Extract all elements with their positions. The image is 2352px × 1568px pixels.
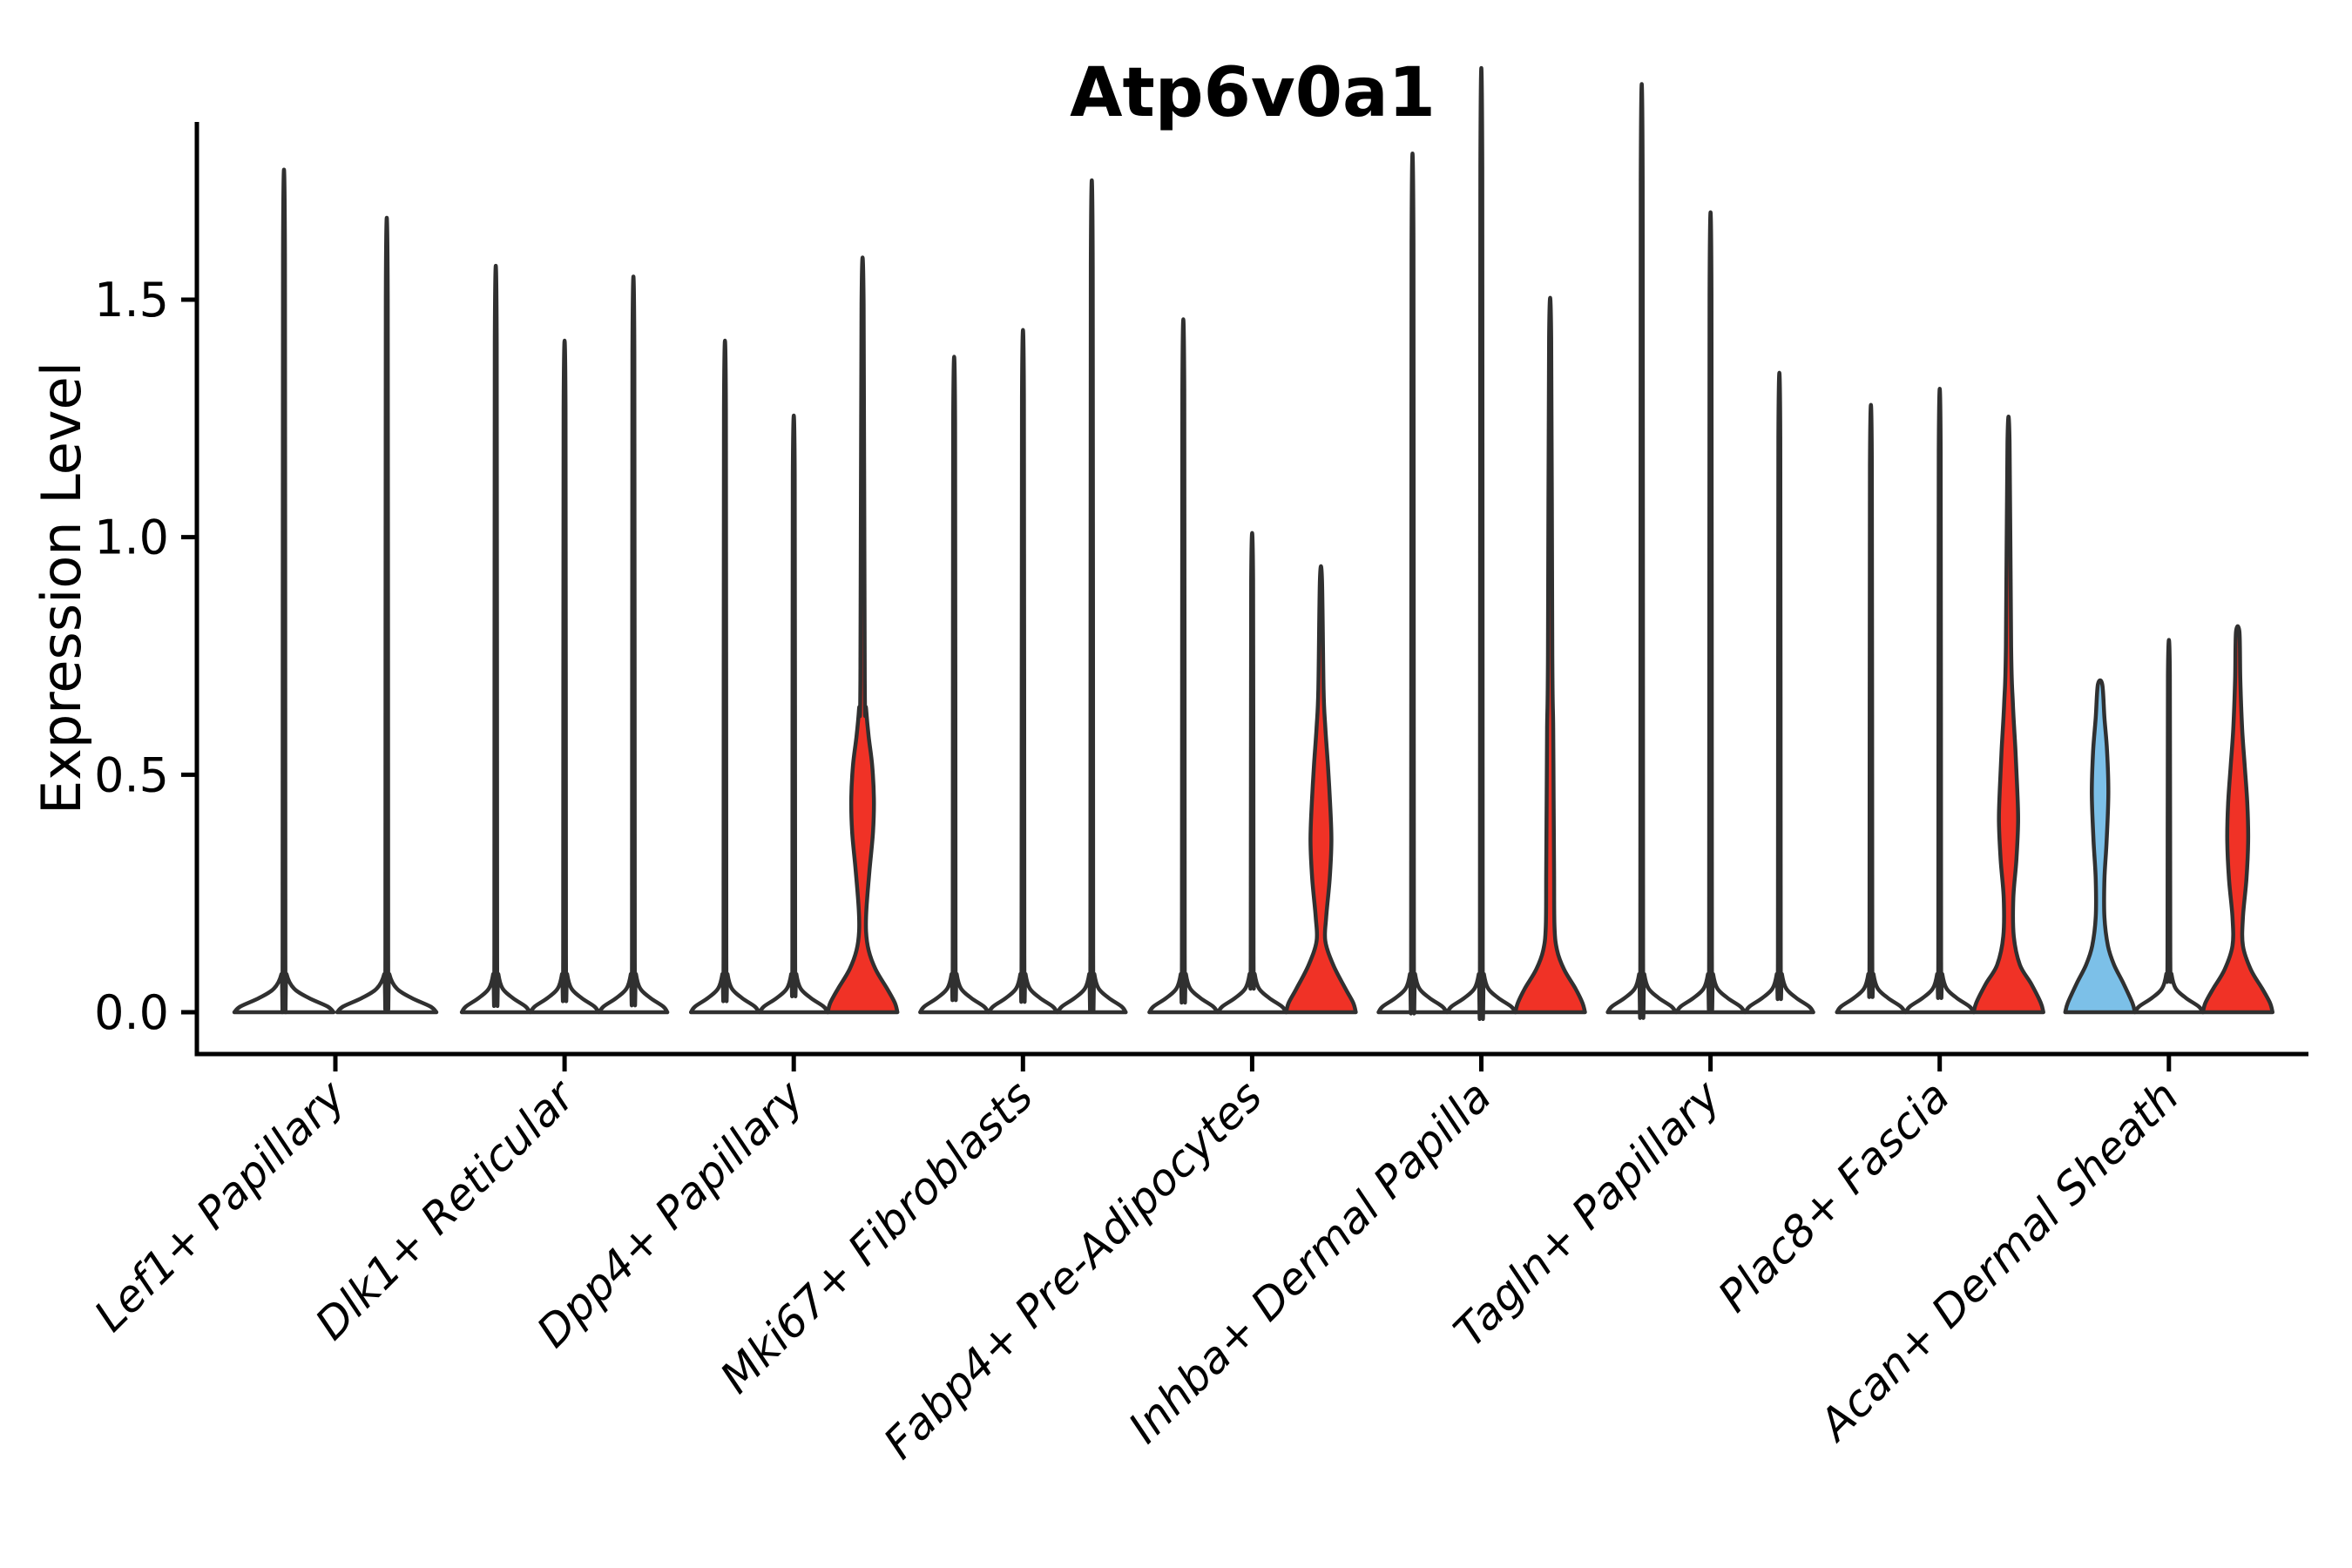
y-tick-label: 0.0 — [94, 985, 169, 1040]
violin-plain — [1835, 402, 1907, 1015]
violin-plain — [1445, 65, 1517, 1021]
violin-plain — [1605, 82, 1678, 1020]
violin-plain — [1147, 317, 1220, 1015]
violin-red — [825, 255, 900, 1015]
violin-plain — [918, 355, 990, 1015]
violin-plain — [335, 215, 439, 1015]
x-tick-label: Inhba+ Dermal Papilla — [1119, 1071, 1501, 1452]
violin-plain — [2132, 638, 2206, 1015]
violin-plain — [528, 339, 601, 1015]
violin-plain — [1743, 370, 1815, 1015]
violin-plain — [459, 263, 532, 1015]
violin-plain — [987, 328, 1059, 1015]
violin-red — [1284, 564, 1358, 1015]
x-tick-label: Fabp4+ Pre-Adipocytes — [874, 1071, 1272, 1469]
violin-plain — [1216, 531, 1288, 1015]
violin-blue — [2063, 678, 2138, 1015]
violin-red — [1513, 295, 1587, 1015]
x-tick-label: Plac8+ Fascia — [1708, 1071, 1959, 1321]
y-tick-label: 1.0 — [94, 510, 169, 565]
violin-plain — [1056, 179, 1128, 1015]
y-tick-label: 0.5 — [94, 747, 169, 802]
violin-red — [1971, 415, 2045, 1015]
violin-plain — [597, 274, 670, 1015]
y-tick-label: 1.5 — [94, 273, 169, 328]
x-tick-label: Acan+ Dermal Sheath — [1808, 1071, 2188, 1451]
violin-plain — [1674, 210, 1747, 1015]
violin-plain — [232, 167, 336, 1015]
violin-plain — [1376, 152, 1449, 1016]
violin-plain — [688, 339, 761, 1015]
violin-red — [2200, 624, 2275, 1015]
x-tick-label: Lef1+ Papillary — [84, 1070, 355, 1341]
violin-plain — [757, 413, 830, 1015]
violin-plain — [1903, 387, 1976, 1015]
chart-title: Atp6v0a1 — [1070, 54, 1436, 132]
